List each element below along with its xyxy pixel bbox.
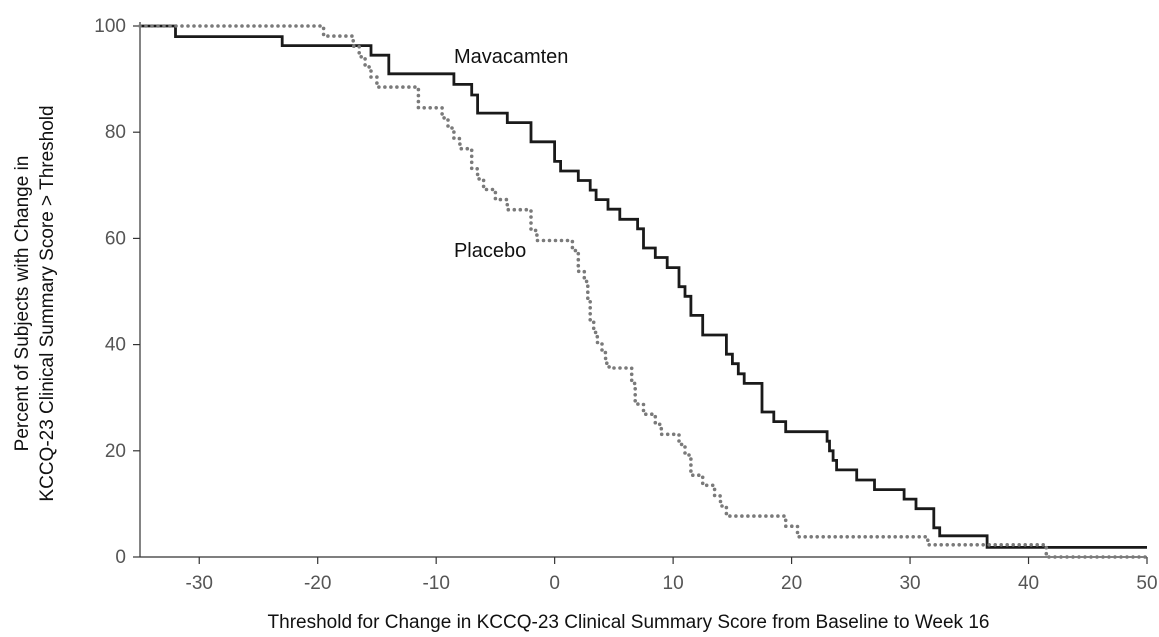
x-tick-label: 50	[1136, 573, 1157, 594]
series-line-mavacamten	[140, 24, 1147, 549]
x-tick-label: 20	[781, 573, 802, 594]
x-tick-label: -30	[186, 573, 213, 594]
x-tick-label: -10	[422, 573, 449, 594]
x-axis-title: Threshold for Change in KCCQ-23 Clinical…	[268, 612, 990, 633]
series-label-mavacamten: Mavacamten	[454, 46, 568, 68]
y-tick-label: 80	[105, 122, 126, 143]
y-tick-label: 0	[115, 547, 126, 568]
y-tick-label: 100	[94, 16, 126, 37]
axes: 0 20 40 60 80 100 -30 -20 -10 0 10 20 30 40 50	[94, 16, 1157, 594]
series-label-placebo: Placebo	[454, 240, 526, 262]
y-tick-label: 20	[105, 441, 126, 462]
labels-layer: Threshold for Change in KCCQ-23 Clinical…	[12, 46, 989, 633]
x-tick-label: -20	[304, 573, 331, 594]
x-tick-label: 30	[899, 573, 920, 594]
series-line-placebo	[138, 24, 1149, 559]
x-tick-label: 40	[1018, 573, 1039, 594]
y-tick-label: 40	[105, 335, 126, 356]
x-tick-label: 0	[549, 573, 560, 594]
y-axis-title-line: Percent of Subjects with Change in	[12, 156, 33, 452]
y-axis-title-line: KCCQ-23 Clinical Summary Score > Thresho…	[37, 105, 58, 501]
y-tick-label: 60	[105, 228, 126, 249]
x-tick-label: 10	[663, 573, 684, 594]
series-layer	[138, 24, 1149, 559]
